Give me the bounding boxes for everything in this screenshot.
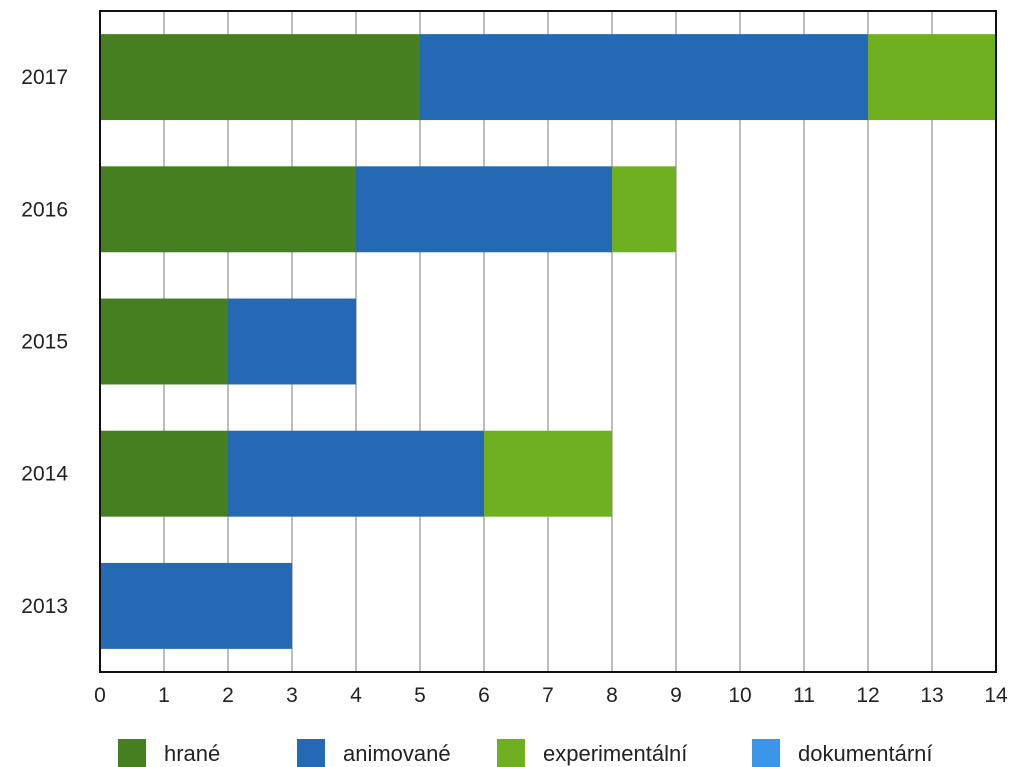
x-tick-label: 12	[856, 684, 879, 707]
legend-swatch	[118, 739, 146, 767]
y-tick-label: 2014	[21, 463, 68, 486]
y-tick-label: 2013	[21, 595, 68, 618]
legend-label: experimentální	[543, 741, 687, 766]
bar-segment	[100, 562, 292, 649]
bar-segment	[100, 430, 228, 517]
bar-segment	[868, 34, 996, 121]
y-tick-label: 2017	[21, 66, 68, 89]
legend-label: dokumentární	[798, 741, 933, 766]
legend-item: hrané	[118, 739, 220, 767]
x-tick-label: 3	[286, 684, 298, 707]
x-tick-label: 9	[670, 684, 682, 707]
y-tick-label: 2015	[21, 331, 68, 354]
bar-segment	[612, 166, 676, 253]
x-tick-label: 11	[793, 684, 815, 707]
bar-segment	[484, 430, 612, 517]
bar-segment	[100, 166, 356, 253]
x-tick-label: 4	[350, 684, 362, 707]
legend-item: experimentální	[497, 739, 687, 767]
x-tick-label: 14	[984, 684, 1008, 707]
bars	[100, 34, 996, 649]
x-tick-label: 2	[222, 684, 234, 707]
y-axis-labels: 2017 2016 2015 2014 2013	[21, 66, 68, 618]
legend-item: dokumentární	[752, 739, 933, 767]
legend-swatch	[497, 739, 525, 767]
bar-segment	[228, 298, 356, 385]
x-tick-label: 8	[606, 684, 618, 707]
legend: hrané animované experimentální dokumentární	[118, 739, 933, 767]
bar-segment	[100, 298, 228, 385]
x-tick-label: 6	[478, 684, 490, 707]
legend-swatch	[752, 739, 780, 767]
legend-label: animované	[343, 741, 451, 766]
x-tick-label: 7	[542, 684, 554, 707]
bar-segment	[420, 34, 868, 121]
x-tick-label: 10	[728, 684, 751, 707]
y-tick-label: 2016	[21, 198, 68, 221]
legend-label: hrané	[164, 741, 220, 766]
x-tick-label: 0	[94, 684, 106, 707]
legend-swatch	[297, 739, 325, 767]
bar-segment	[356, 166, 612, 253]
bar-segment	[228, 430, 484, 517]
plot-frame	[99, 10, 997, 673]
x-tick-label: 1	[158, 684, 170, 707]
x-tick-label: 13	[920, 684, 943, 707]
x-axis-labels: 0 1 2 3 4 5 6 7 8 9 10 11 12 13 14	[94, 684, 1008, 707]
legend-item: animované	[297, 739, 451, 767]
bar-segment	[100, 34, 420, 121]
x-tick-label: 5	[414, 684, 426, 707]
